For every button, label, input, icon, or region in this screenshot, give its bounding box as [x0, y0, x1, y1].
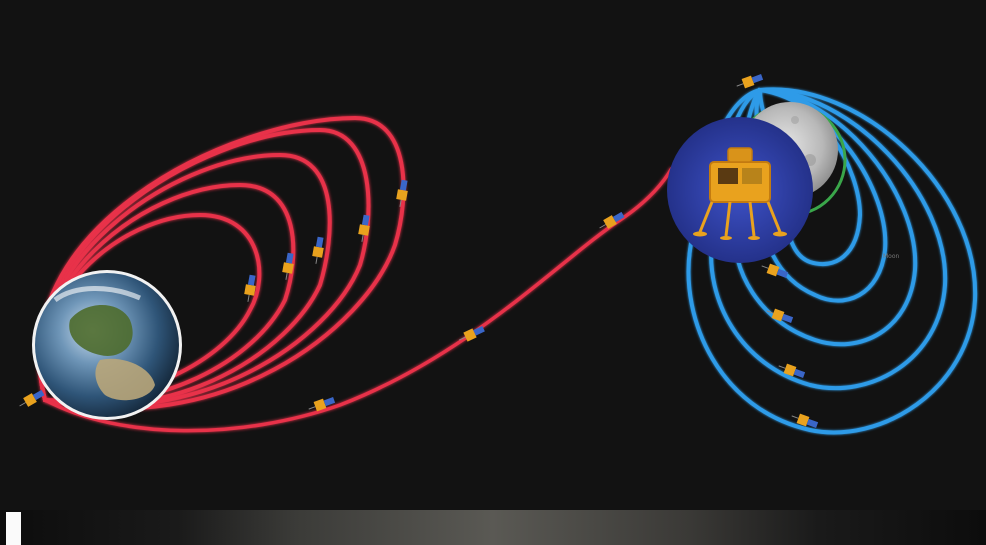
- spacecraft-markers: [19, 74, 819, 428]
- spacecraft-icon: [761, 263, 789, 278]
- lander-icon: [693, 147, 787, 240]
- earth-orbit-3: [38, 152, 332, 407]
- spacecraft-icon: [791, 413, 819, 428]
- spacecraft-icon: [282, 252, 294, 280]
- transfer-trajectory: [44, 167, 674, 433]
- floor-marker: [6, 512, 21, 545]
- spacecraft-icon: [599, 211, 625, 229]
- floor-strip: [0, 510, 986, 545]
- mission-diagram: Moon: [19, 74, 978, 435]
- spacecraft-icon: [358, 214, 370, 242]
- earth-orbit-2: [38, 182, 296, 405]
- earth-landmass-2: [95, 358, 155, 401]
- earth-orbit-5: [37, 115, 406, 411]
- earth-clouds: [53, 286, 141, 303]
- moon-crater-3: [791, 116, 799, 124]
- spacecraft-icon: [736, 74, 764, 89]
- spacecraft-icon: [312, 236, 324, 264]
- spacecraft-icon: [19, 389, 45, 407]
- spacecraft-icon: [458, 325, 485, 342]
- moon-small-label: Moon: [883, 253, 900, 260]
- diagram-panel: [0, 0, 986, 510]
- earth: [32, 270, 182, 420]
- lander-badge: [667, 117, 813, 263]
- spacecraft-icon: [778, 363, 806, 378]
- spacecraft-icon: [396, 179, 408, 207]
- earth-landmass-1: [69, 305, 133, 356]
- spacecraft-icon: [308, 397, 336, 412]
- spacecraft-icon: [244, 274, 256, 302]
- spacecraft-icon: [766, 308, 794, 323]
- earth-orbit-4: [37, 127, 371, 408]
